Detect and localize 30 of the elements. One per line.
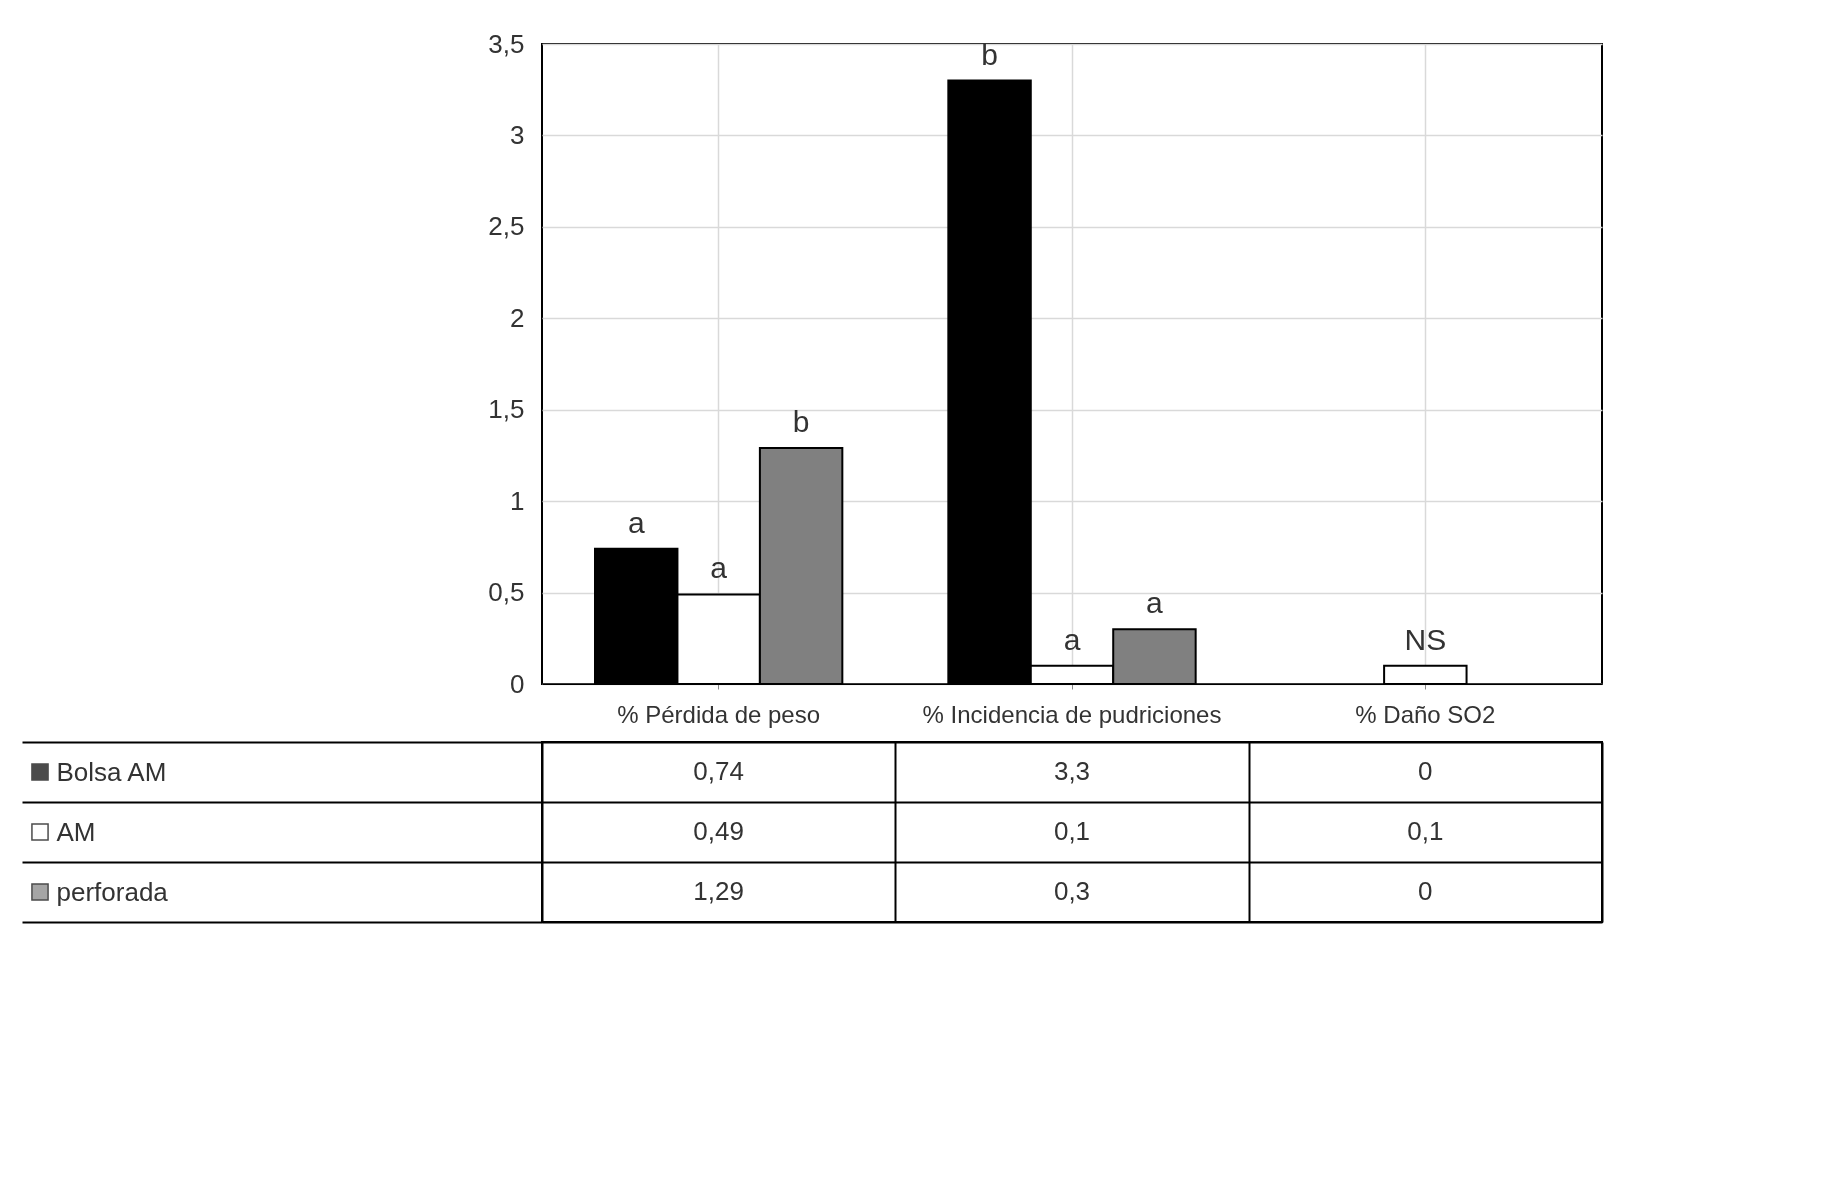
- annotation: a: [710, 551, 728, 585]
- y-tick-label: 2,5: [488, 211, 525, 242]
- legend-label: perforada: [56, 876, 169, 907]
- y-tick-label: 2: [510, 302, 525, 333]
- data-label: 0,1: [1053, 816, 1091, 846]
- x-tick-label: % Daño SO2: [1355, 700, 1496, 728]
- annotation: a: [1063, 622, 1081, 656]
- annotation: a: [1146, 586, 1164, 620]
- y-tick-label: 3,5: [488, 28, 525, 59]
- legend-label: AM: [56, 816, 96, 847]
- data-label: 0,49: [693, 816, 744, 846]
- y-tick-label: 0,5: [488, 577, 525, 608]
- x-tick-label: % Pérdida de peso: [617, 700, 821, 728]
- data-label: 0,74: [693, 756, 744, 786]
- data-label: 0,1: [1407, 816, 1444, 846]
- data-label: 0,3: [1053, 876, 1091, 906]
- y-tick-label: 1,5: [488, 394, 525, 425]
- data-label: 0: [1418, 876, 1433, 906]
- annotation: b: [981, 37, 998, 71]
- annotation: NS: [1404, 622, 1447, 656]
- annotation: b: [792, 405, 810, 439]
- y-tick-label: 3: [510, 119, 525, 150]
- x-tick-label: % Incidencia de pudriciones: [922, 700, 1222, 728]
- y-tick-label: 1: [510, 485, 525, 516]
- data-label: 0: [1418, 756, 1433, 786]
- legend-label: Bolsa AM: [56, 756, 167, 787]
- data-label: 1,29: [693, 876, 744, 906]
- annotation: a: [627, 505, 645, 539]
- y-tick-label: 0: [510, 668, 525, 699]
- data-label: 3,3: [1053, 756, 1091, 786]
